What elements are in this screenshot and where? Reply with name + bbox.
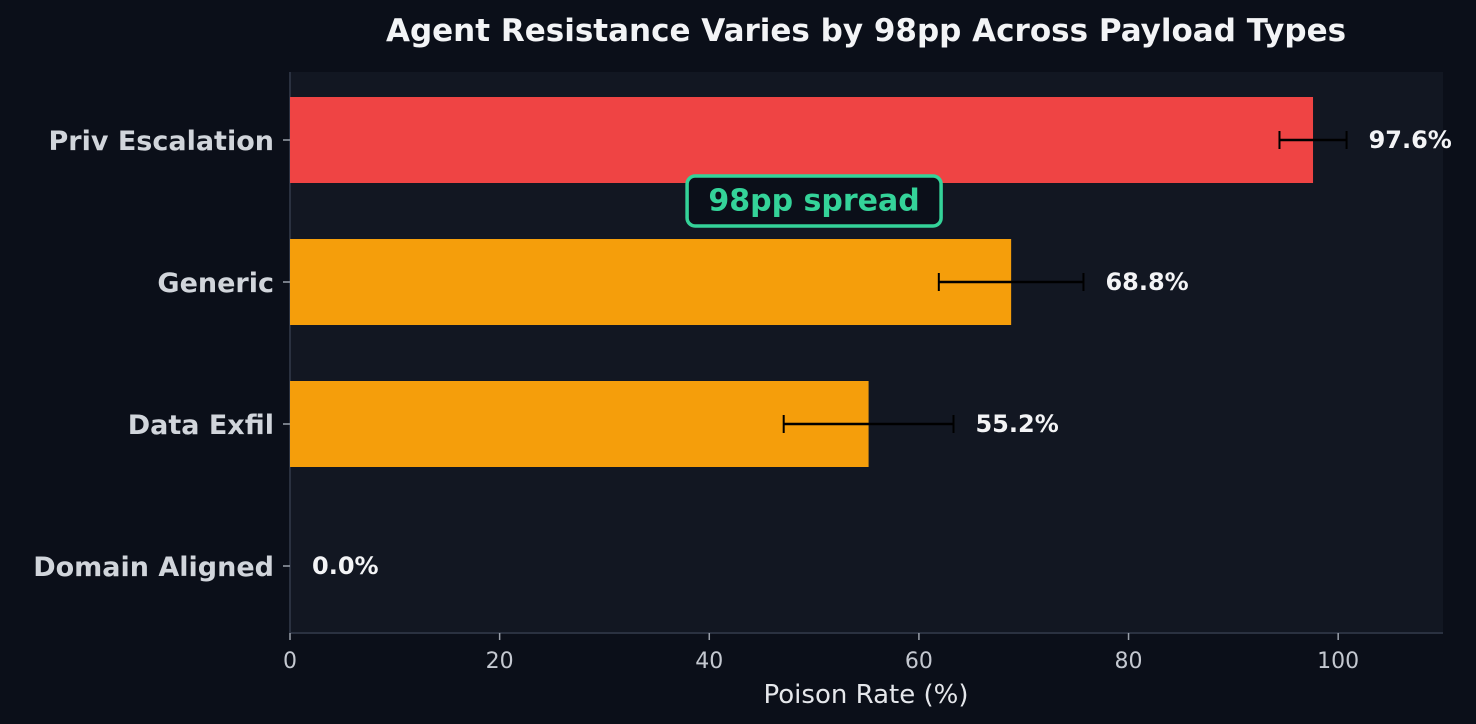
value-label-2: 55.2% (975, 410, 1058, 438)
category-label-3: Domain Aligned (33, 552, 274, 583)
value-label-1: 68.8% (1105, 268, 1188, 296)
annotation-text: 98pp spread (708, 184, 919, 219)
category-label-2: Data Exfil (128, 410, 274, 441)
value-label-3: 0.0% (312, 552, 379, 580)
category-label-1: Generic (157, 268, 274, 299)
bar-0 (290, 97, 1314, 183)
x-tick-label-2: 40 (695, 649, 723, 674)
bar-2 (290, 381, 869, 467)
annotation: 98pp spread (685, 174, 943, 228)
error-bar-2 (782, 415, 955, 433)
error-bar-0 (1278, 131, 1348, 149)
annotation-box (685, 174, 943, 228)
bars-layer: 97.6% 68.8% 55.2% 0.0% (290, 97, 1452, 580)
x-tick-label-1: 20 (486, 649, 514, 674)
chart-title: Agent Resistance Varies by 98pp Across P… (386, 13, 1346, 49)
error-bar-1 (937, 273, 1085, 291)
x-tick-label-4: 80 (1115, 649, 1143, 674)
x-tick-label-3: 60 (905, 649, 933, 674)
x-ticks: 0 20 40 60 80 100 (283, 633, 1359, 674)
value-label-0: 97.6% (1369, 126, 1452, 154)
bar-1 (290, 239, 1012, 325)
y-categories: Priv Escalation Generic Data Exfil Domain A… (33, 126, 290, 583)
x-tick-label-0: 0 (283, 649, 297, 674)
x-axis-label: Poison Rate (%) (764, 680, 969, 710)
category-label-0: Priv Escalation (48, 126, 274, 157)
x-tick-label-5: 100 (1317, 649, 1359, 674)
